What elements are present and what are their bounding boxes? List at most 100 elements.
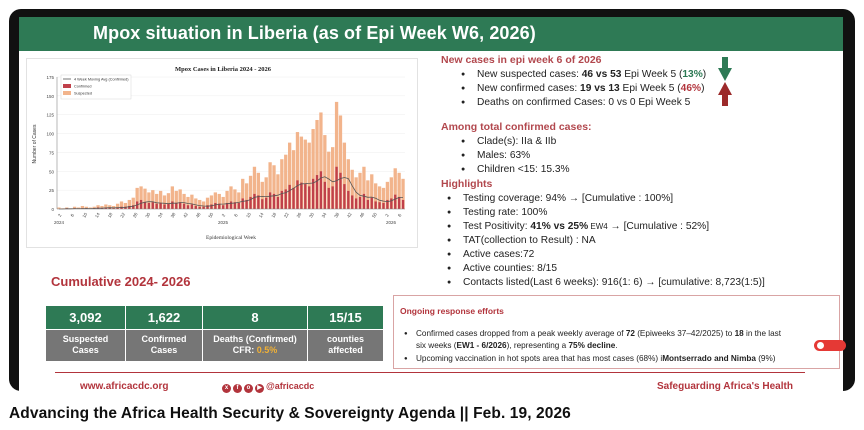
confirmed-bar — [222, 205, 225, 209]
suspected-bar — [143, 188, 147, 209]
suspected-bar — [178, 189, 182, 209]
suspected-bar — [327, 151, 331, 209]
suspected-bar — [272, 165, 276, 209]
confirmed-bar — [167, 203, 170, 209]
new-confirmed-post: ) — [701, 83, 705, 94]
suspected-bar — [158, 190, 163, 209]
video-badge[interactable] — [814, 340, 846, 351]
suspected-bar — [303, 139, 307, 209]
positivity-label: Test Positivity: — [463, 221, 531, 232]
suspected-bar — [389, 177, 393, 209]
suspected-bar — [354, 177, 358, 209]
suspected-bar — [174, 190, 178, 209]
x-tick-label: 46 — [359, 211, 366, 218]
moving-average-line — [59, 176, 403, 210]
x-tick-label: 42 — [182, 211, 189, 218]
suspected-bar — [260, 181, 264, 209]
resp-b1-b: 72 — [625, 329, 635, 338]
response-bullet-decline: Confirmed cases dropped from a peak week… — [404, 328, 782, 352]
y-tick-label: 25 — [49, 188, 55, 193]
suspected-bar — [57, 207, 61, 209]
suspected-bar — [287, 142, 292, 209]
facebook-icon: f — [233, 384, 242, 393]
confirmed-bar — [401, 199, 405, 209]
new-cases-heading: New cases in epi week 6 of 2026 — [441, 54, 602, 66]
youtube-icon: ▶ — [255, 384, 264, 393]
suspected-bar — [280, 159, 284, 209]
suspected-bar — [241, 178, 245, 209]
highlights-heading: Highlights — [441, 178, 493, 190]
resp-b1-f: six weeks ( — [416, 341, 457, 350]
suspected-bar — [162, 195, 167, 209]
legend-entry: 4 Week Moving Avg (Confirmed) — [74, 78, 129, 82]
suspected-bar — [123, 202, 128, 209]
x-tick-label: 46 — [195, 211, 202, 218]
confirmed-bar — [171, 201, 174, 209]
suspected-bar — [385, 181, 390, 209]
new-confirmed-mid: Epi Week 5 ( — [619, 83, 681, 94]
x-tick-label: 34 — [321, 211, 328, 218]
confirmed-bar — [358, 196, 362, 209]
x-tick-label: 50 — [207, 211, 214, 218]
testing-coverage-line: Testing coverage: 94% → [Cumulative : 10… — [447, 193, 673, 205]
confirmed-bar — [292, 187, 295, 209]
suspected-label-2: Cases — [72, 345, 99, 355]
response-efforts-box: Ongoing response efforts Confirmed cases… — [393, 295, 840, 369]
x-tick-label: 30 — [144, 211, 151, 218]
suspected-bar — [342, 142, 347, 209]
new-suspected-post: ) — [702, 69, 707, 80]
counties-label-2: affected — [328, 345, 363, 355]
cfr-label: CFR: — [232, 345, 257, 355]
resp-b1-e: in the last — [743, 329, 782, 338]
confirmed-bar — [370, 197, 373, 209]
video-title[interactable]: Advancing the Africa Health Security & S… — [9, 405, 571, 422]
footer-handle: @africacdc — [266, 381, 315, 391]
total-confirmed-heading: Among total confirmed cases: — [441, 121, 592, 133]
suspected-bar — [170, 186, 175, 209]
suspected-bar — [119, 201, 124, 209]
x-tick-label: 26 — [132, 211, 139, 218]
x-tick-label: 18 — [107, 211, 114, 218]
legend-entry: Confirmed — [74, 85, 92, 89]
suspected-cases-value: 3,092 — [46, 306, 125, 329]
suspected-bar — [194, 198, 198, 209]
suspected-bar — [151, 190, 155, 209]
confirmed-bar — [175, 202, 178, 209]
new-suspected-label: New suspected cases: — [477, 69, 582, 80]
confirmed-bar — [268, 192, 272, 209]
confirmed-bar — [206, 205, 209, 209]
x-tick-label: 10 — [245, 211, 252, 218]
year-label: 2026 — [386, 220, 397, 225]
suspected-bar — [72, 206, 77, 209]
suspected-bar — [358, 172, 362, 209]
confirmed-bar — [237, 202, 240, 209]
confirmed-bar — [382, 202, 385, 209]
confirmed-bar — [186, 205, 190, 209]
suspected-bar — [366, 180, 370, 209]
cfr-value: 0.5% — [256, 345, 278, 355]
confirmed-bar — [288, 184, 291, 209]
suspected-bar — [252, 166, 257, 209]
suspected-bar — [115, 203, 120, 209]
suspected-bar — [393, 168, 397, 209]
suspected-bar — [315, 119, 319, 209]
resp-b2-c: (9%) — [755, 354, 776, 363]
new-confirmed-label: New confirmed cases: — [477, 83, 581, 94]
confirmed-bar — [386, 199, 389, 209]
suspected-bar — [108, 205, 112, 209]
suspected-bar — [319, 112, 323, 209]
x-tick-label: 10 — [81, 211, 88, 218]
confirmed-bar — [284, 189, 287, 209]
confirmed-bar — [132, 205, 135, 209]
suspected-bar — [135, 187, 139, 209]
resp-b1-h: ), representing a — [506, 341, 569, 350]
epi-curve-chart: Mpox Cases in Liberia 2024 - 2026 0 25 50 75… — [26, 58, 418, 248]
confirmed-bar — [108, 207, 111, 209]
slide-title: Mpox situation in Liberia (as of Epi Wee… — [93, 23, 536, 43]
suspected-bar — [381, 187, 386, 209]
confirmed-bar — [315, 175, 319, 209]
suspected-bar — [205, 197, 210, 209]
x-tick-label: 30 — [308, 211, 315, 218]
confirmed-bar — [323, 181, 326, 209]
new-suspected-line: New suspected cases: 46 vs 53 Epi Week 5… — [461, 69, 707, 81]
